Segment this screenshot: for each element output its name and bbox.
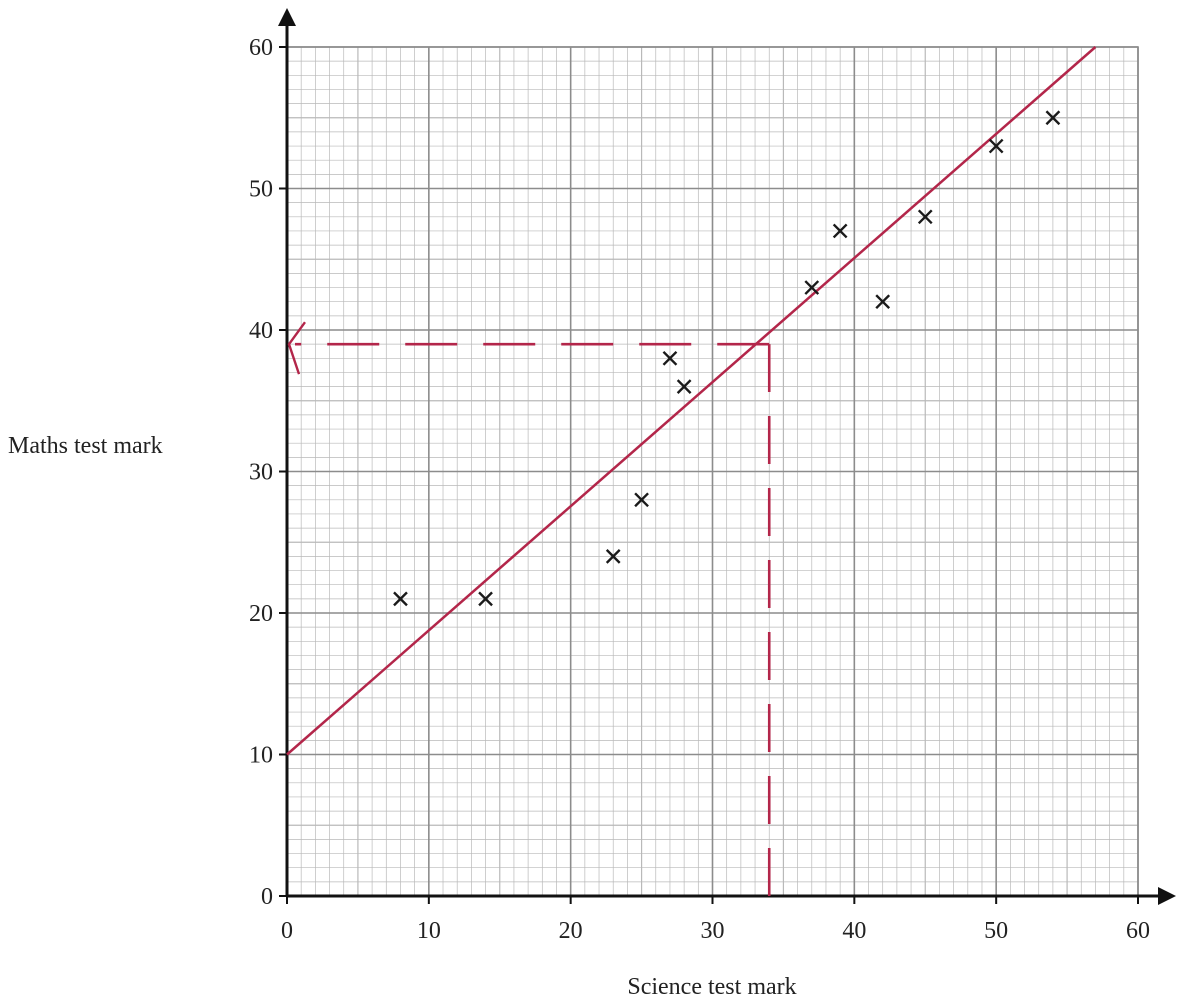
x-tick-labels: 0 10 20 30 40 50 60 <box>281 896 1150 944</box>
y-tick-label: 20 <box>249 601 273 627</box>
cross-mark-icon <box>662 350 678 366</box>
x-axis-title: Science test mark <box>627 974 796 1000</box>
y-tick-label: 60 <box>249 35 273 61</box>
data-point <box>662 350 678 366</box>
x-tick-label: 10 <box>417 918 441 944</box>
y-tick-label: 50 <box>249 177 273 203</box>
line-of-best-fit-group <box>286 46 1097 756</box>
x-tick-label: 0 <box>281 918 293 944</box>
reading-annotation <box>287 321 771 896</box>
cross-mark-icon <box>676 379 692 394</box>
cross-mark-icon <box>393 591 408 607</box>
data-point <box>832 223 848 239</box>
data-point <box>634 492 649 508</box>
cross-mark-icon <box>1045 110 1061 126</box>
x-tick-label: 30 <box>701 918 725 944</box>
data-point <box>1045 110 1061 126</box>
y-tick-label: 40 <box>249 318 273 344</box>
y-tick-label: 0 <box>261 884 273 910</box>
cross-mark-icon <box>478 591 493 607</box>
cross-mark-icon <box>605 549 621 564</box>
data-point <box>804 280 820 295</box>
x-tick-label: 40 <box>842 918 866 944</box>
reading-arrowhead-icon <box>287 321 306 375</box>
x-tick-label: 50 <box>984 918 1008 944</box>
cross-mark-icon <box>875 294 891 310</box>
y-axis-title: Maths test mark <box>8 433 163 459</box>
x-tick-label: 20 <box>559 918 583 944</box>
data-point <box>478 591 493 607</box>
y-tick-labels: 0 10 20 30 40 50 60 <box>249 35 287 910</box>
data-point <box>988 138 1004 154</box>
cross-mark-icon <box>804 280 820 295</box>
y-axis-arrow-icon <box>278 8 296 26</box>
cross-mark-icon <box>917 209 933 225</box>
data-point <box>917 209 933 225</box>
cross-mark-icon <box>634 492 649 508</box>
cross-mark-icon <box>988 138 1004 154</box>
y-tick-label: 30 <box>249 460 273 486</box>
data-point <box>676 379 692 394</box>
data-point <box>605 549 621 564</box>
y-tick-label: 10 <box>249 743 273 769</box>
cross-mark-icon <box>832 223 848 239</box>
axes <box>278 8 1176 905</box>
data-point <box>875 294 891 310</box>
x-axis-arrow-icon <box>1158 887 1176 905</box>
data-point <box>393 591 408 607</box>
x-tick-label: 60 <box>1126 918 1150 944</box>
line-of-best-fit <box>286 46 1097 756</box>
data-points <box>393 110 1061 607</box>
